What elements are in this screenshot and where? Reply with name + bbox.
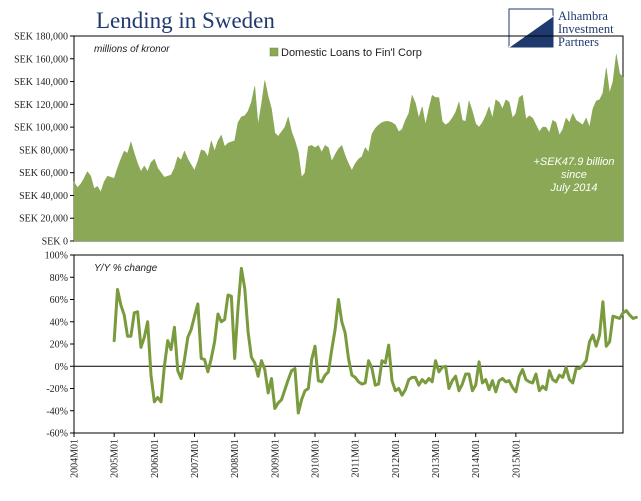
legend-swatch [269,47,279,57]
x-tick-label: 2006M01 [150,439,161,478]
alhambra-logo-icon [508,8,554,48]
loans-y-tick-label: SEK 120,000 [14,100,68,111]
x-tick-label: 2004M01 [70,439,81,478]
loans-y-tick-label: SEK 140,000 [14,77,68,88]
loans-area-series [73,54,624,242]
annotation-line: July 2014 [549,182,597,194]
loans-y-tick-label: SEK 160,000 [14,54,68,65]
yoy-line-series [112,266,638,415]
yoy-y-tick-label: 20% [50,340,68,351]
loans-y-tick-label: SEK 0 [42,237,68,248]
annotation-line: +SEK47.9 billion [533,156,614,168]
yoy-panel: -60% -40% -20% 0% 20% 40% 60% 80% 100% Y/Y % chan… [45,251,638,478]
x-tick-label: 2013M01 [431,439,442,478]
yoy-unit-note: Y/Y % change [94,263,158,274]
x-tick-label: 2007M01 [190,439,201,478]
yoy-y-tick-label: 60% [50,295,68,306]
yoy-y-tick-label: -20% [46,384,68,395]
annotation-line: since [561,169,587,181]
loans-unit-note: millions of kronor [94,44,170,55]
loans-y-tick-label: SEK 40,000 [19,191,68,202]
x-tick-label: 2015M01 [511,439,522,478]
logo-text: Alhambra Investment Partners [558,10,640,49]
loans-y-tick-label: SEK 180,000 [14,32,68,43]
loans-y-tick-label: SEK 20,000 [19,214,68,225]
loans-y-tick-label: SEK 80,000 [19,145,68,156]
loans-y-tick-label: SEK 100,000 [14,123,68,134]
logo-line-2: Investment [558,22,614,36]
loans-y-tick-label: SEK 60,000 [19,168,68,179]
legend-label: Domestic Loans to Fin'l Corp [281,47,422,59]
x-tick-label: 2008M01 [230,439,241,478]
loans-panel: SEK 0 SEK 20,000 SEK 40,000 SEK 60,000 SEK 8… [14,32,624,248]
yoy-y-tick-label: 40% [50,317,68,328]
x-tick-label: 2009M01 [270,439,281,478]
yoy-plot-frame [73,254,624,434]
yoy-y-tick-label: 0% [55,362,68,373]
x-tick-label: 2005M01 [110,439,121,478]
yoy-y-tick-label: 80% [50,273,68,284]
x-tick-label: 2011M01 [351,439,362,478]
chart-title: Lending in Sweden [96,8,275,33]
x-tick-label: 2010M01 [311,439,322,478]
yoy-y-tick-label: -60% [46,429,68,440]
logo-line-3: Partners [558,35,599,49]
x-tick-label: 2012M01 [391,439,402,478]
yoy-y-tick-label: -40% [46,406,68,417]
logo-line-1: Alhambra [558,9,608,23]
yoy-y-tick-label: 100% [45,251,68,262]
x-tick-label: 2014M01 [471,439,482,478]
